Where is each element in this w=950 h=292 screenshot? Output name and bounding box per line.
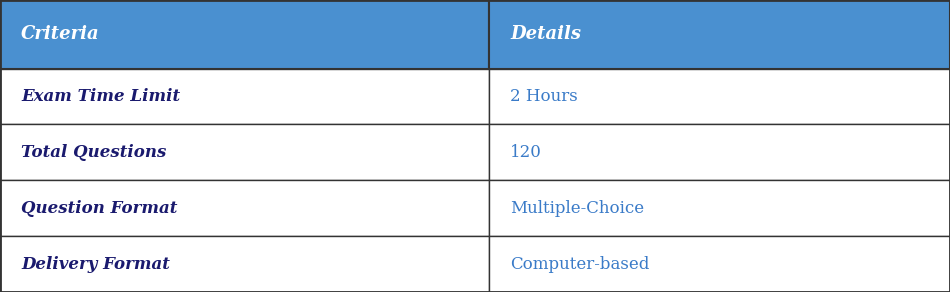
Bar (0, 124, 489, 180)
Bar (0, 69, 489, 124)
Text: Exam Time Limit: Exam Time Limit (21, 88, 181, 105)
Bar (489, 0, 950, 69)
Text: Details: Details (510, 25, 581, 43)
Text: Delivery Format: Delivery Format (21, 256, 170, 272)
Text: 2 Hours: 2 Hours (510, 88, 578, 105)
Bar (0, 0, 489, 69)
Text: Total Questions: Total Questions (21, 144, 166, 161)
Bar (489, 124, 950, 180)
Bar (489, 180, 950, 236)
Text: Question Format: Question Format (21, 200, 178, 217)
Bar (489, 69, 950, 124)
Bar (489, 236, 950, 292)
Text: Criteria: Criteria (21, 25, 100, 43)
Text: Computer-based: Computer-based (510, 256, 650, 272)
Text: Multiple-Choice: Multiple-Choice (510, 200, 644, 217)
Bar (0, 236, 489, 292)
Text: 120: 120 (510, 144, 542, 161)
Bar (0, 180, 489, 236)
